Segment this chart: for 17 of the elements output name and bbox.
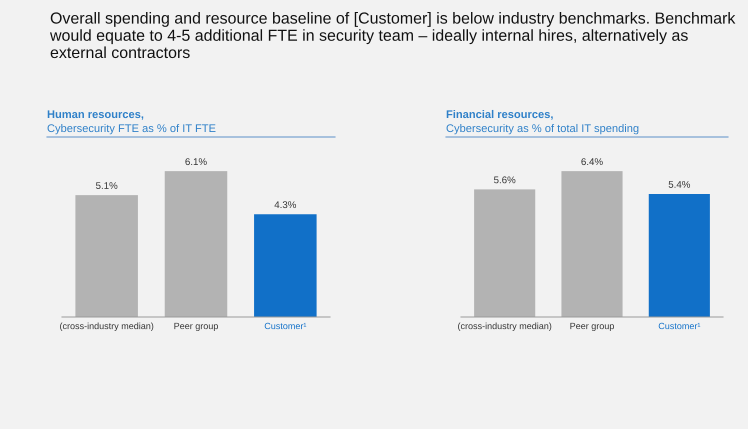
x-tick-label: Customer¹ — [264, 322, 306, 330]
chart-title: Human resources, — [48, 110, 144, 120]
x-tick-label: Peer group — [570, 322, 614, 331]
data-label: 5.6% — [494, 176, 516, 184]
data-label: 5.4% — [668, 181, 690, 188]
chart-subtitle: Cybersecurity as % of total IT spending — [446, 124, 638, 134]
x-tick-label: Customer¹ — [658, 322, 700, 330]
x-tick-label: Peer group — [174, 322, 218, 331]
x-tick-label: (cross-industry median) — [60, 322, 154, 331]
data-label: 5.1% — [96, 182, 118, 189]
text: Overall spending and resource baseline of [Customer] is below industry benchmarks. Benchmark would equate to 4-5 additional FTE in security team – ideally internal hires, alternatively as external contractors — [50, 12, 736, 58]
data-label: 6.4% — [581, 158, 603, 166]
chart-subtitle: Cybersecurity FTE as % of IT FTE — [48, 124, 216, 134]
data-label: 6.1% — [185, 158, 207, 166]
data-label: 4.3% — [274, 201, 296, 208]
chart-title: Financial resources, — [446, 110, 553, 120]
x-tick-label: (cross-industry median) — [458, 322, 552, 331]
